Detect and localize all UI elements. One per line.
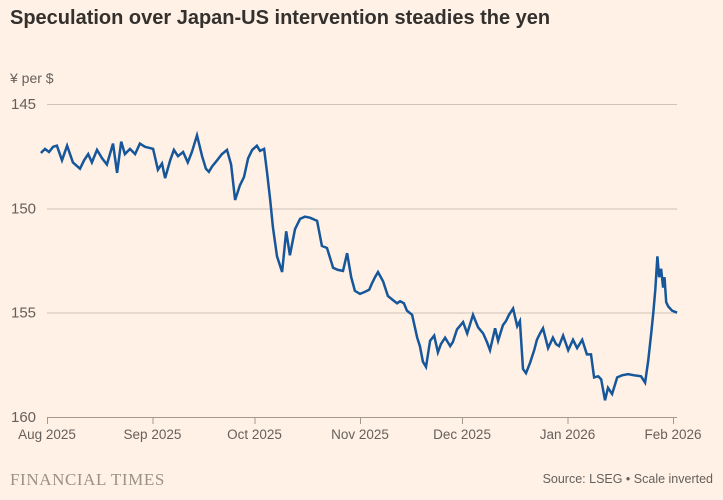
y-tick-label: 160 — [11, 409, 36, 426]
x-tick-label: Sep 2025 — [124, 427, 182, 442]
x-tick-label: Dec 2025 — [433, 427, 491, 442]
y-tick-label: 155 — [11, 305, 36, 322]
source-note: Source: LSEG • Scale inverted — [542, 472, 713, 486]
y-tick-label: 145 — [11, 96, 36, 113]
ft-logo: FINANCIAL TIMES — [10, 470, 165, 489]
x-tick-label: Feb 2026 — [644, 427, 701, 442]
x-tick-label: Nov 2025 — [331, 427, 389, 442]
y-axis-unit-label: ¥ per $ — [10, 70, 54, 86]
chart-title: Speculation over Japan-US intervention s… — [10, 7, 551, 29]
y-tick-label: 150 — [11, 200, 36, 217]
yen-series-line — [40, 130, 678, 401]
x-tick-label: Jan 2026 — [540, 427, 596, 442]
x-tick-label: Oct 2025 — [227, 427, 282, 442]
x-tick-label: Aug 2025 — [18, 427, 76, 442]
